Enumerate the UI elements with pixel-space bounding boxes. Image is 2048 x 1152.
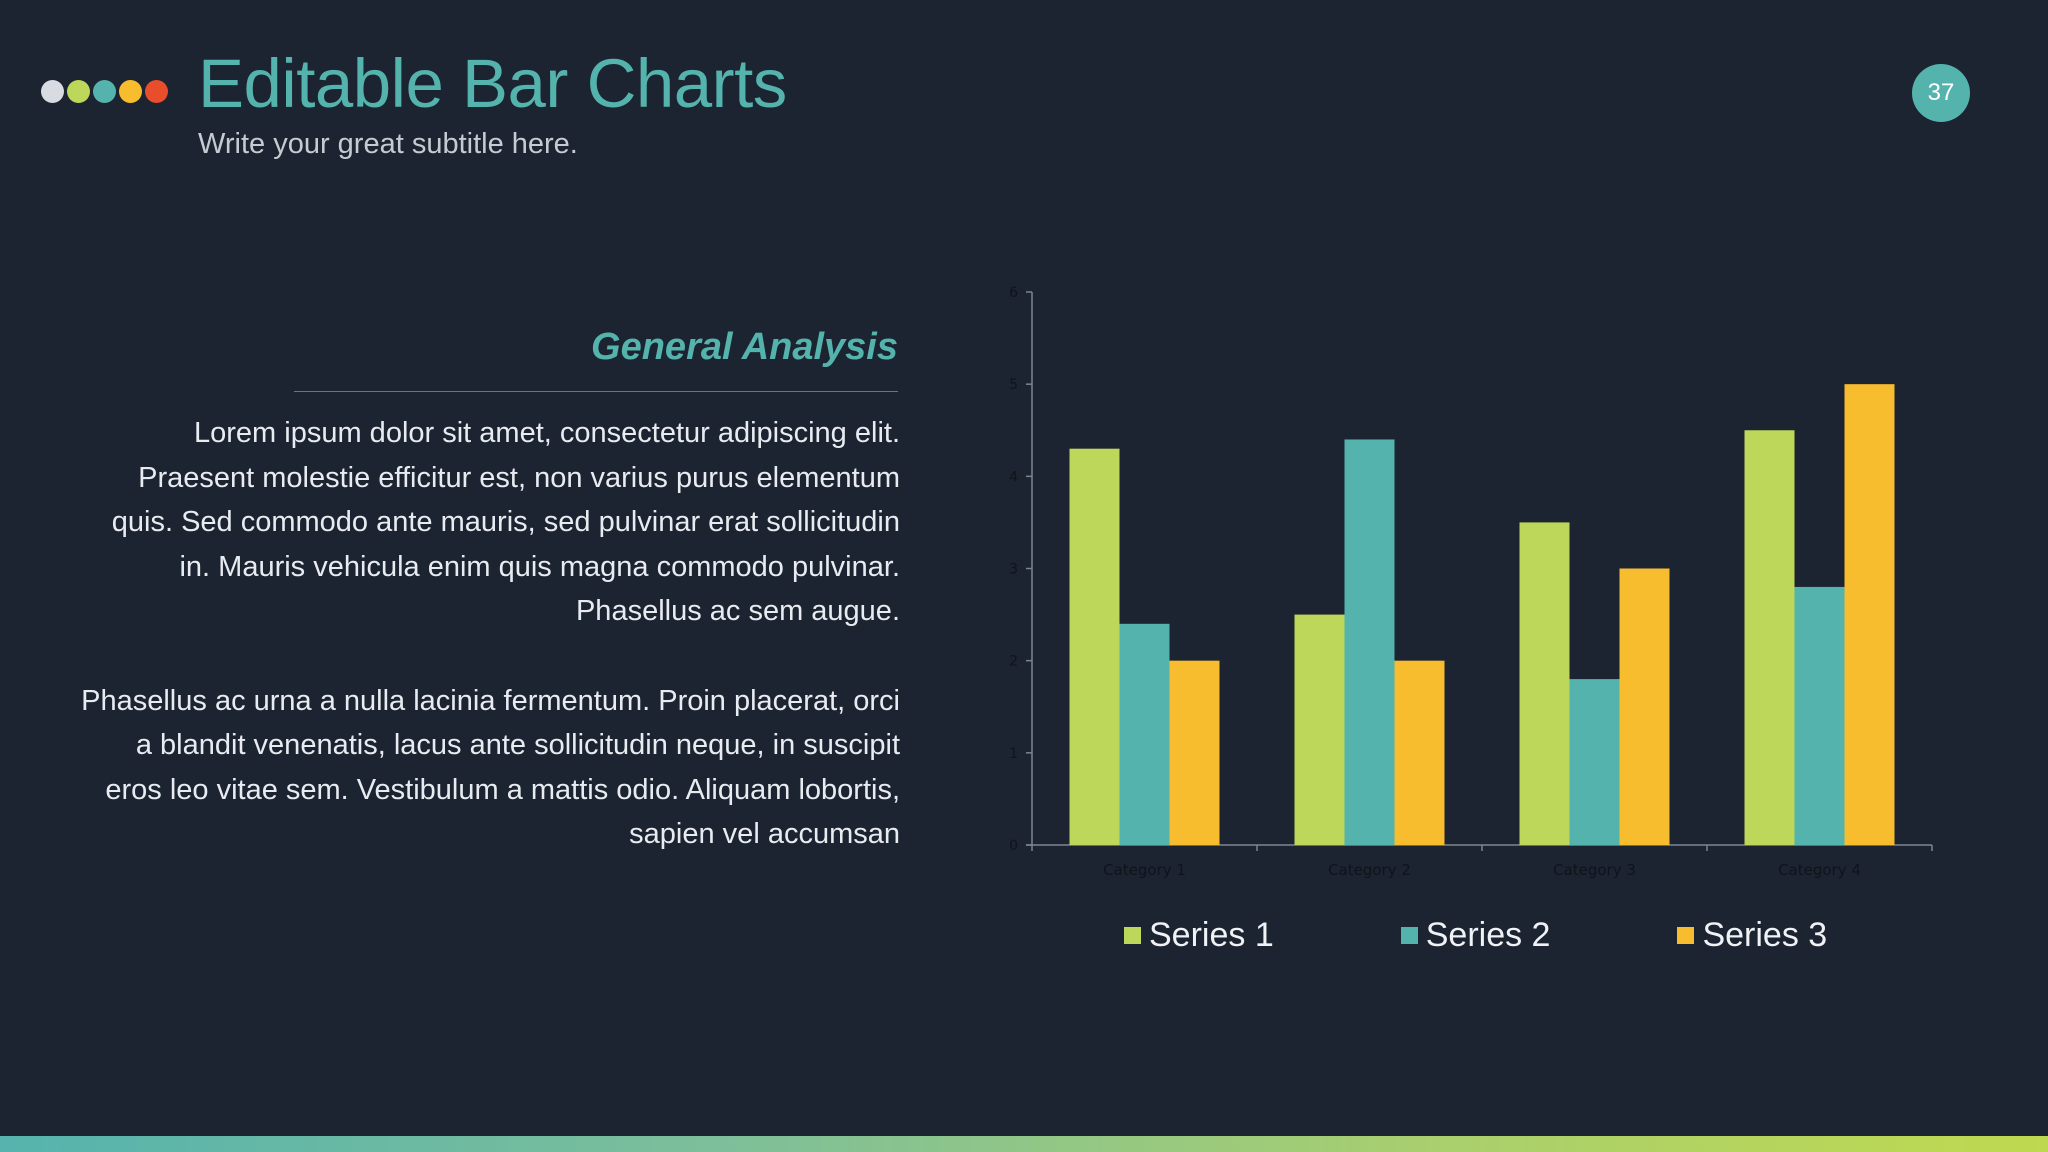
bar: [1569, 679, 1620, 845]
legend-swatch-icon: [1400, 927, 1418, 944]
legend-item: Series 2: [1400, 916, 1551, 955]
paragraph: Phasellus ac urna a nulla lacinia fermen…: [81, 684, 900, 851]
legend-swatch-icon: [1677, 927, 1695, 944]
dot-icon: [145, 80, 168, 103]
dot-icon: [119, 80, 142, 103]
bar: [1844, 384, 1895, 845]
legend-label: Series 2: [1425, 916, 1551, 954]
y-tick-label: 2: [1009, 654, 1018, 670]
y-tick-label: 5: [1009, 377, 1018, 393]
y-tick-label: 4: [1009, 469, 1018, 485]
x-tick-label: Category 4: [1778, 861, 1861, 879]
y-tick-label: 6: [1009, 285, 1018, 301]
x-tick-label: Category 3: [1553, 861, 1636, 879]
dot-icon: [41, 80, 64, 103]
bar: [1394, 660, 1445, 845]
dot-icon: [67, 80, 90, 103]
legend-item: Series 1: [1124, 916, 1274, 955]
body-text: Lorem ipsum dolor sit amet, consectetur …: [80, 411, 900, 857]
decorative-dots: [41, 80, 168, 103]
x-tick-label: Category 1: [1103, 861, 1186, 879]
heading-divider: [294, 391, 898, 392]
bar: [1519, 522, 1570, 845]
x-tick-label: Category 2: [1328, 861, 1411, 879]
legend-label: Series 3: [1702, 916, 1828, 954]
bar: [1069, 448, 1120, 845]
bar: [1344, 439, 1395, 845]
bottom-gradient-bar: [0, 1136, 2048, 1152]
section-heading: General Analysis: [591, 326, 898, 368]
legend-item: Series 3: [1677, 916, 1827, 955]
bar: [1744, 430, 1795, 845]
bar: [1294, 614, 1345, 845]
y-tick-label: 0: [1009, 838, 1018, 854]
y-tick-label: 3: [1009, 562, 1018, 578]
page-number-badge: 37: [1912, 64, 1970, 122]
page-subtitle: Write your great subtitle here.: [198, 128, 578, 160]
dot-icon: [93, 80, 116, 103]
legend-label: Series 1: [1149, 916, 1274, 954]
bar: [1619, 568, 1670, 845]
paragraph: Lorem ipsum dolor sit amet, consectetur …: [111, 417, 900, 628]
legend-swatch-icon: [1124, 927, 1141, 944]
bar: [1119, 623, 1170, 845]
y-tick-label: 1: [1009, 746, 1018, 762]
page-title: Editable Bar Charts: [198, 45, 787, 122]
bar: [1169, 660, 1220, 845]
bar: [1794, 586, 1845, 845]
chart-legend: Series 1 Series 2 Series 3: [1124, 916, 1827, 955]
